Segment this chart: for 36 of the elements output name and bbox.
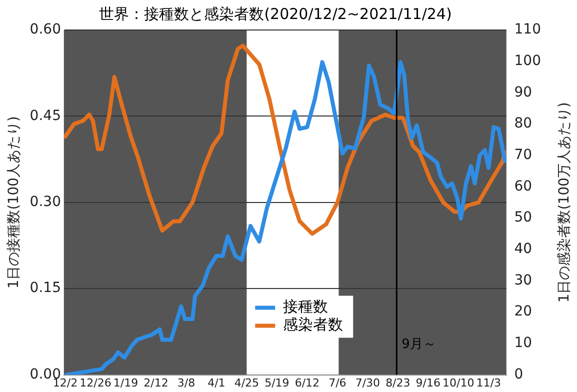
y2-tick-label: 110 xyxy=(514,22,542,38)
x-tick-label: 4/1 xyxy=(208,376,226,390)
x-tick-label: 9/16 xyxy=(416,376,440,390)
x-tick-label: 6/12 xyxy=(294,376,320,390)
x-tick-label: 7/30 xyxy=(355,376,380,390)
x-tick-label: 1/19 xyxy=(113,376,138,390)
y2-tick-label: 40 xyxy=(514,241,532,258)
x-tick-label: 8/23 xyxy=(386,376,410,390)
y2-tick-label: 50 xyxy=(514,210,532,226)
x-tick-label: 3/8 xyxy=(177,376,196,390)
y2-tick-label: 20 xyxy=(514,304,532,320)
y2-axis-title: 1日の感染者数(100万人あたり) xyxy=(556,102,573,303)
y-tick-label: 0.60 xyxy=(30,22,61,38)
x-tick-label: 2/12 xyxy=(144,376,168,390)
legend-label: 感染者数 xyxy=(283,316,344,334)
y2-tick-label: 90 xyxy=(514,84,532,100)
y-tick-label: 0.15 xyxy=(30,280,61,296)
x-tick-label: 4/25 xyxy=(234,376,260,390)
x-tick-label: 11/3 xyxy=(476,376,501,390)
chart-title: 世界：接種数と感染者数(2020/12/2~2021/11/24) xyxy=(99,4,452,23)
y2-tick-label: 100 xyxy=(514,52,542,69)
y-tick-label: 0.30 xyxy=(30,194,61,210)
x-tick-label: 12/26 xyxy=(80,376,112,390)
y2-tick-label: 70 xyxy=(514,147,532,164)
x-tick-label: 5/19 xyxy=(264,376,290,390)
y2-tick-label: 80 xyxy=(514,116,532,132)
x-tick-label: 7/6 xyxy=(328,376,346,390)
ref-line-label: 9月～ xyxy=(402,337,436,352)
y-axis-title: 1日の接種数(100人あたり) xyxy=(6,116,22,289)
x-tick-label: 10/10 xyxy=(442,376,474,390)
y-tick-label: 0.45 xyxy=(30,108,61,124)
y2-tick-label: 0 xyxy=(514,366,524,382)
legend-label: 接種数 xyxy=(283,298,328,316)
y2-tick-label: 30 xyxy=(514,272,532,288)
y2-tick-label: 10 xyxy=(514,335,532,352)
y2-tick-label: 60 xyxy=(514,178,532,194)
